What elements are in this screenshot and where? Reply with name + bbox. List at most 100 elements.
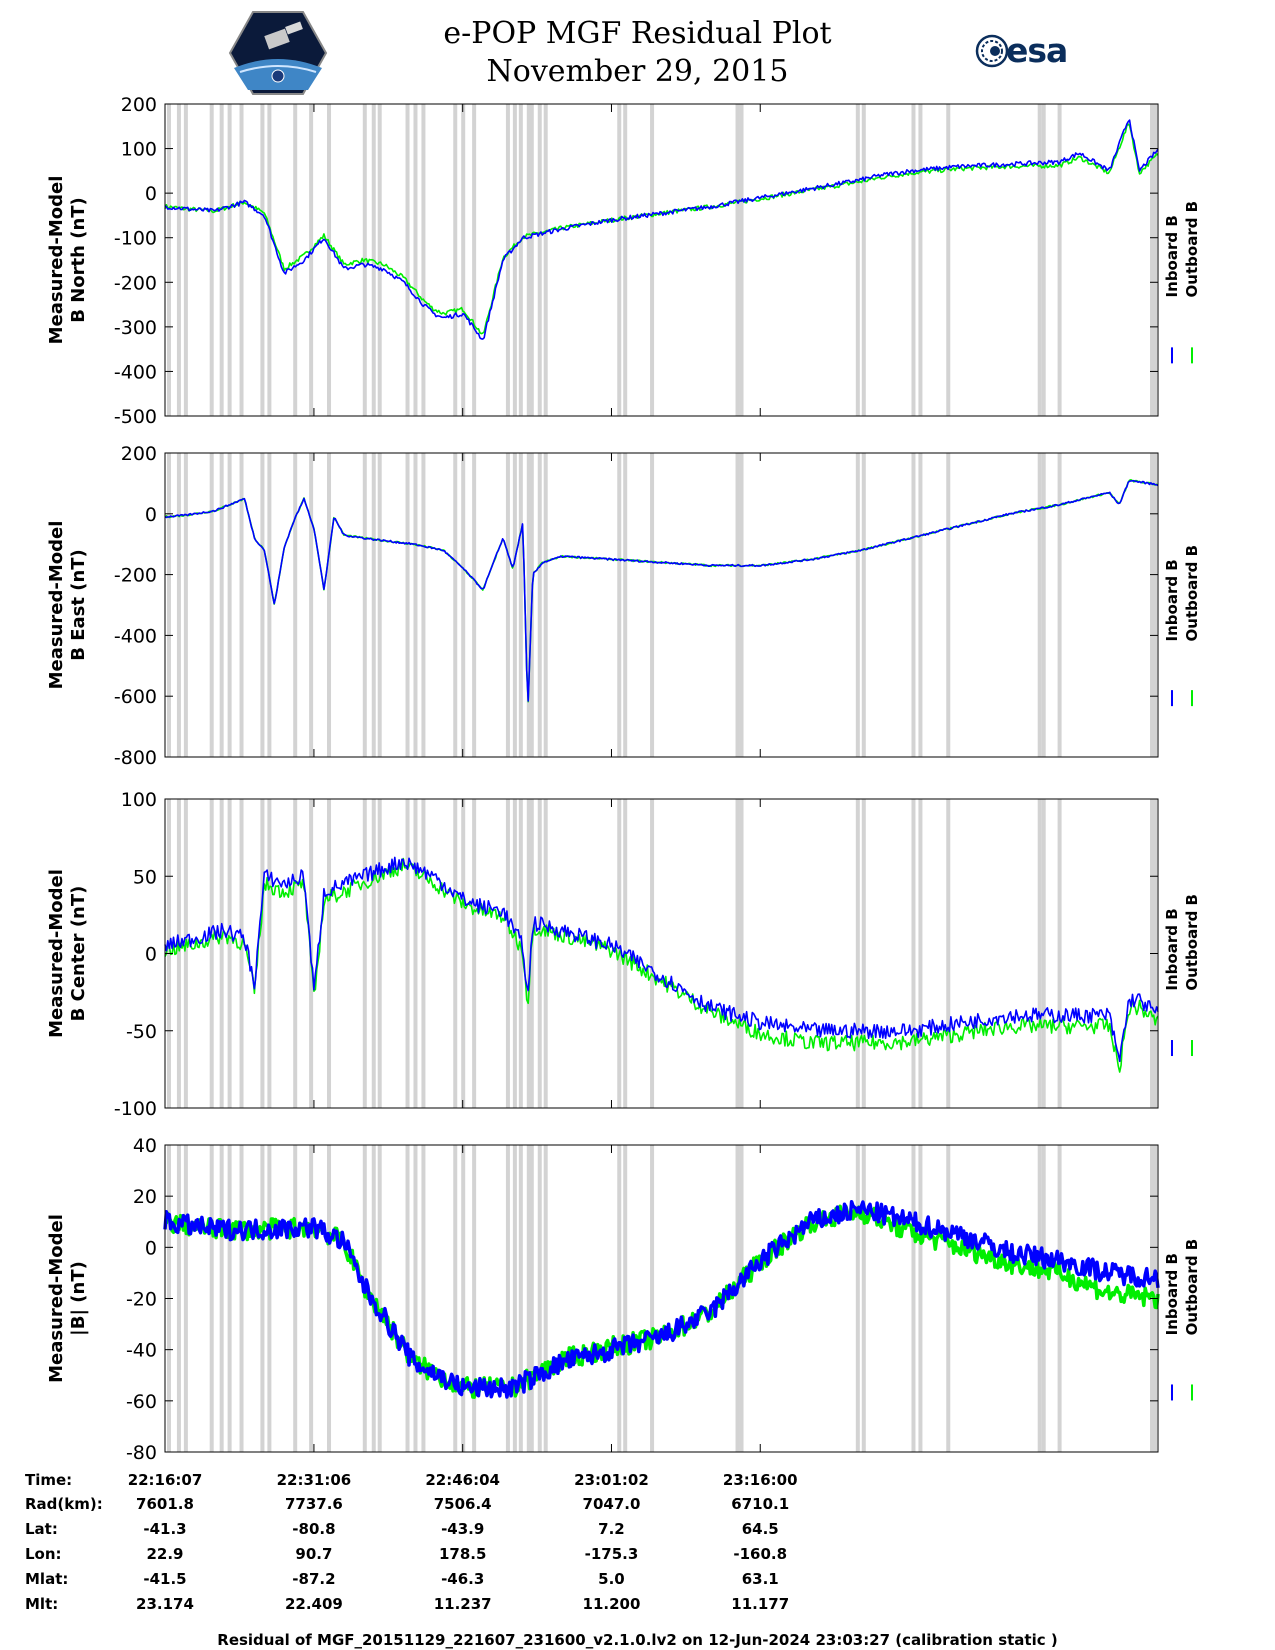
data-gap-band <box>537 453 542 757</box>
y-tick-label: 0 <box>145 1237 157 1259</box>
data-gap-band <box>518 104 523 416</box>
data-gap-band <box>413 799 418 1108</box>
data-gap-band <box>293 104 298 416</box>
data-gap-band <box>512 799 517 1108</box>
data-gap-band <box>518 453 523 757</box>
data-gap-band <box>413 1145 418 1452</box>
data-gap-band <box>472 1145 477 1452</box>
data-gap-band <box>617 453 622 757</box>
data-gap-band <box>735 1145 740 1452</box>
data-gap-band <box>526 453 531 757</box>
data-gap-band <box>1057 104 1062 416</box>
data-gap-band <box>861 104 866 416</box>
data-gap-band <box>267 1145 272 1452</box>
data-gap-band <box>371 453 376 757</box>
data-gap-band <box>166 104 171 416</box>
info-value-mlt: 23.174 <box>136 1595 194 1613</box>
data-gap-band <box>855 799 860 1108</box>
data-gap-band <box>505 453 510 757</box>
data-gap-band <box>617 1145 622 1452</box>
chart-panel-3: 100 50 0 -50 -100 Measured-ModelB Center (nT)… <box>46 789 1201 1120</box>
y-tick-label: -60 <box>126 1391 157 1413</box>
info-value-rad: 7737.6 <box>284 1495 343 1513</box>
info-value-time: 22:46:04 <box>425 1471 500 1489</box>
info-value-mlat: -87.2 <box>292 1570 336 1588</box>
series-line-outboard <box>164 857 1159 1073</box>
data-gap-band <box>219 453 224 757</box>
y-tick-label: 50 <box>133 866 157 888</box>
data-gap-band <box>209 453 214 757</box>
data-gap-band <box>377 104 382 416</box>
data-gap-band <box>529 104 534 416</box>
y-axis-label-line2: B Center (nT) <box>68 886 89 1022</box>
data-gap-band <box>526 104 531 416</box>
legend-inboard-label: Inboard B <box>1163 215 1181 297</box>
chart-panel-2: 200 0 -200 -400 -600 -800 Measured-ModelB East… <box>46 443 1201 769</box>
data-gap-band <box>239 453 244 757</box>
info-value-lon: -175.3 <box>584 1545 639 1563</box>
data-gap-band <box>739 104 744 416</box>
data-gap-band <box>855 453 860 757</box>
data-gap-band <box>176 799 181 1108</box>
data-gap-band <box>472 104 477 416</box>
data-gap-band <box>209 104 214 416</box>
data-gap-band <box>1037 104 1042 416</box>
data-gap-band <box>405 1145 410 1452</box>
data-gap-band <box>267 104 272 416</box>
data-gap-band <box>946 799 951 1108</box>
data-gap-band <box>239 104 244 416</box>
y-axis-label: Measured-ModelB Center (nT) <box>46 869 89 1038</box>
data-gap-band <box>461 104 466 416</box>
y-tick-label: -80 <box>126 1442 157 1464</box>
data-gap-band <box>176 453 181 757</box>
data-gap-band <box>623 1145 628 1452</box>
data-gap-band <box>650 1145 655 1452</box>
info-value-lat: -43.9 <box>441 1520 485 1538</box>
data-gap-band <box>327 453 332 757</box>
data-gap-band <box>209 1145 214 1452</box>
y-tick-label: -500 <box>114 406 157 428</box>
data-gap-band <box>1037 1145 1042 1452</box>
y-tick-label: 20 <box>133 1186 157 1208</box>
y-tick-label: -800 <box>114 747 157 769</box>
info-value-lat: -80.8 <box>292 1520 336 1538</box>
data-gap-band <box>472 799 477 1108</box>
data-gap-band <box>183 799 188 1108</box>
data-gap-band <box>512 1145 517 1452</box>
data-gap-band <box>918 104 923 416</box>
y-tick-label: -100 <box>114 228 157 250</box>
data-gap-band <box>946 453 951 757</box>
data-gap-band <box>413 104 418 416</box>
data-gap-band <box>327 1145 332 1452</box>
data-gap-band <box>1041 1145 1046 1452</box>
data-gap-band <box>421 799 426 1108</box>
y-tick-label: 0 <box>145 504 157 526</box>
data-gap-band <box>293 453 298 757</box>
y-tick-label: -20 <box>126 1289 157 1311</box>
data-gap-band <box>911 799 916 1108</box>
data-gap-band <box>1057 1145 1062 1452</box>
data-gap-band <box>176 104 181 416</box>
info-row-label: Lat: <box>25 1520 58 1538</box>
data-gap-band <box>512 104 517 416</box>
esa-logo-text: esa <box>1006 31 1068 70</box>
data-gap-band <box>227 1145 232 1452</box>
data-gap-band <box>1057 453 1062 757</box>
y-axis-label-line2: |B| (nT) <box>68 1261 89 1336</box>
y-axis-label-line1: Measured-Model <box>46 176 67 345</box>
y-tick-label: -400 <box>114 625 157 647</box>
data-gap-band <box>918 453 923 757</box>
y-tick-label: -200 <box>114 272 157 294</box>
y-tick-label: 0 <box>145 183 157 205</box>
series-line-inboard <box>164 479 1159 702</box>
info-value-rad: 7506.4 <box>433 1495 492 1513</box>
data-gap-band <box>1150 453 1155 757</box>
data-gap-band <box>735 799 740 1108</box>
data-gap-band <box>453 453 458 757</box>
data-gap-band <box>529 799 534 1108</box>
legend-outboard-label: Outboard B <box>1183 545 1201 642</box>
y-axis-label: Measured-Model|B| (nT) <box>46 1214 89 1383</box>
data-gap-band <box>166 453 171 757</box>
y-axis-label-line2: B North (nT) <box>68 197 89 323</box>
data-gap-band <box>1037 453 1042 757</box>
